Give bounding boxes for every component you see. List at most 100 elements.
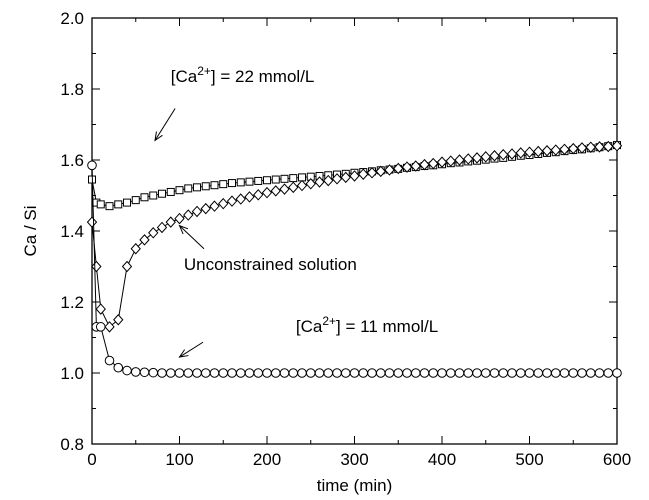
- data-point: [235, 368, 246, 378]
- data-point: [358, 168, 369, 180]
- data-point: [454, 154, 465, 166]
- axes: 0 100 200 300 400 500 600 0.8 1.0 1.2 1.4 1.6 1.8 2.0: [60, 9, 631, 469]
- data-point: [515, 147, 526, 159]
- data-point: [603, 140, 614, 153]
- data-point: [158, 189, 166, 198]
- data-point: [149, 191, 158, 200]
- data-point: [393, 162, 404, 175]
- data-point: [498, 148, 509, 161]
- data-point: [271, 175, 280, 184]
- data-point: [114, 200, 123, 209]
- data-point: [603, 368, 614, 378]
- data-point: [366, 167, 378, 179]
- data-point: [507, 368, 517, 378]
- y-tick-label: 2.0: [60, 9, 84, 28]
- data-point: [401, 161, 413, 173]
- data-point: [192, 368, 202, 378]
- arrowhead: [154, 131, 163, 142]
- data-point: [463, 153, 474, 165]
- data-point: [612, 368, 622, 378]
- data-point: [210, 181, 219, 190]
- data-point: [297, 368, 307, 378]
- data-point: [279, 368, 290, 378]
- y-tick-label: 1.0: [60, 364, 84, 383]
- data-point: [515, 368, 526, 378]
- annotations: [Ca2+] = 22 mmol/L Unconstrained solution…: [154, 64, 438, 358]
- data-point: [261, 186, 273, 199]
- data-point: [236, 178, 245, 187]
- data-point: [585, 368, 596, 378]
- data-point: [349, 170, 360, 182]
- data-point: [113, 314, 124, 326]
- data-point: [165, 216, 176, 228]
- data-point: [165, 368, 176, 378]
- data-point: [576, 142, 588, 154]
- data-series: [86, 140, 623, 378]
- data-point: [95, 322, 106, 332]
- data-point: [183, 209, 194, 221]
- data-point: [270, 185, 281, 197]
- data-point: [254, 176, 263, 185]
- data-point: [314, 176, 325, 188]
- y-tick-label: 1.8: [60, 80, 84, 99]
- data-point: [568, 142, 579, 155]
- annotation-unconstrained: Unconstrained solution: [178, 224, 357, 274]
- data-point: [130, 243, 141, 255]
- x-tick-label: 600: [603, 450, 631, 469]
- data-point: [410, 368, 421, 378]
- data-point: [375, 165, 386, 178]
- data-point: [184, 184, 193, 193]
- data-point: [148, 227, 159, 239]
- data-point: [393, 368, 404, 378]
- arrowhead: [178, 224, 189, 235]
- data-point: [305, 178, 316, 190]
- annotation-arrow: [179, 341, 204, 358]
- data-point: [228, 179, 236, 188]
- x-tick-label: 100: [165, 450, 193, 469]
- data-point: [331, 173, 343, 185]
- data-point: [323, 174, 334, 187]
- data-point: [314, 368, 325, 378]
- data-point: [533, 145, 544, 158]
- data-point: [175, 186, 184, 195]
- data-point: [332, 368, 342, 378]
- data-point: [489, 368, 500, 378]
- data-point: [191, 205, 203, 218]
- data-point: [594, 141, 605, 153]
- data-point: [445, 155, 456, 167]
- data-point: [105, 202, 114, 211]
- data-point: [218, 197, 229, 210]
- data-point: [559, 368, 570, 378]
- data-point: [367, 368, 377, 378]
- annotation-arrow: [154, 108, 176, 141]
- data-point: [480, 368, 491, 378]
- data-point: [524, 146, 535, 158]
- annotation-ca-22-text: [Ca2+] = 22 mmol/L: [171, 64, 315, 86]
- data-point: [428, 157, 439, 170]
- data-point: [594, 368, 605, 378]
- data-point: [471, 152, 483, 164]
- data-point: [245, 177, 254, 186]
- data-point: [219, 180, 228, 189]
- data-point: [541, 145, 553, 157]
- data-point: [384, 164, 395, 176]
- data-point: [148, 367, 159, 378]
- x-tick-label: 500: [515, 450, 543, 469]
- y-axis-label: Ca / Si: [21, 205, 40, 256]
- data-point: [454, 368, 465, 378]
- y-tick-label: 1.2: [60, 293, 84, 312]
- data-point: [200, 202, 211, 215]
- data-point: [201, 182, 210, 191]
- data-point: [166, 187, 175, 196]
- data-point: [226, 195, 238, 207]
- data-point: [218, 368, 229, 378]
- data-point: [288, 368, 299, 378]
- data-point: [542, 368, 552, 378]
- x-tick-label: 400: [428, 450, 456, 469]
- data-point: [279, 183, 290, 195]
- data-point: [445, 368, 456, 378]
- data-point: [437, 368, 447, 378]
- data-point: [244, 368, 255, 378]
- data-point: [349, 368, 360, 378]
